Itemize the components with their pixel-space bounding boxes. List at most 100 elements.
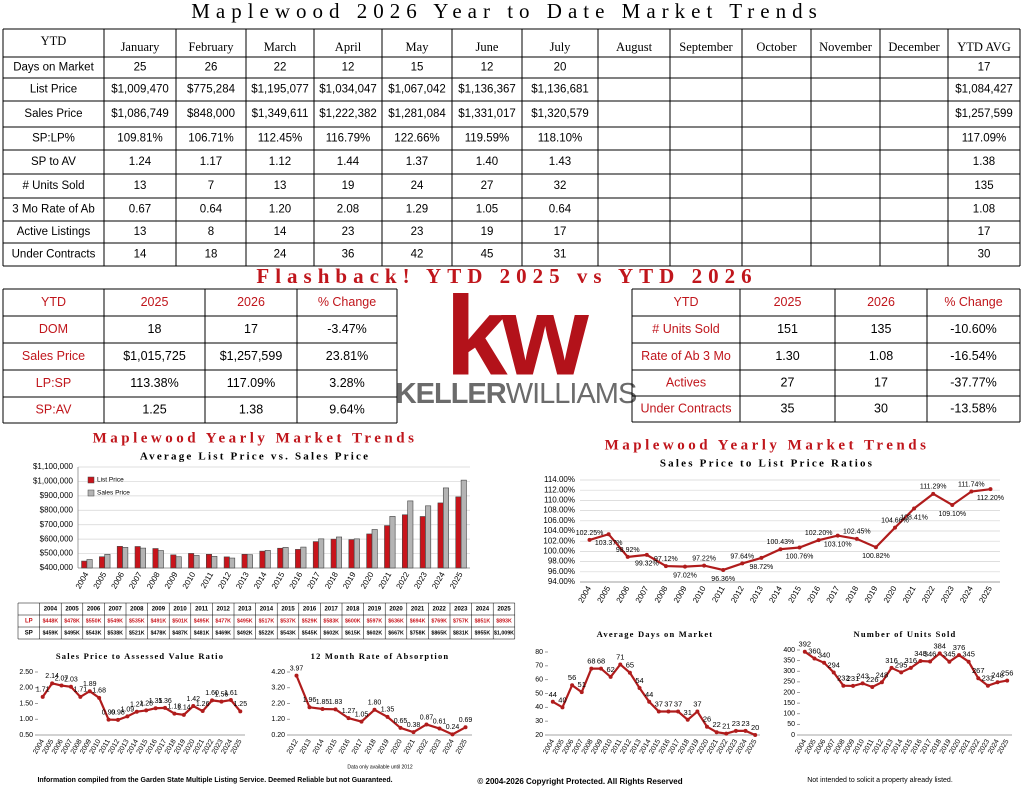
- chart: 12 Month Rate of Absorption Data only ava…: [271, 651, 472, 770]
- point: [937, 651, 942, 656]
- data-label: 248: [876, 670, 889, 679]
- y-tick-label: 60: [535, 677, 543, 684]
- x-tick-label: 2013: [748, 584, 765, 604]
- bar: [277, 547, 284, 569]
- cell: 116.79%: [326, 133, 371, 145]
- y-tick-label: 104.00%: [543, 526, 575, 535]
- row-label: Days on Market: [13, 62, 94, 74]
- table-value: $543K: [86, 630, 102, 636]
- chart-subtitle: Sales Price to List Price Ratios: [660, 458, 874, 470]
- cell: 1.17: [200, 156, 222, 168]
- x-tick-label: 2025: [448, 570, 465, 590]
- data-label: 0.61: [433, 718, 447, 725]
- cell: $1,320,579: [531, 108, 589, 120]
- bar: [193, 555, 200, 569]
- y-tick-label: 150: [783, 700, 795, 707]
- point: [307, 705, 312, 710]
- bar: [122, 547, 129, 569]
- table-year: 2021: [411, 607, 425, 613]
- table-value: $757K: [453, 618, 469, 624]
- data-label: 1.71: [36, 687, 50, 694]
- table-value: $550K: [86, 618, 102, 624]
- data-label: 392: [799, 640, 812, 649]
- row-label: Actives: [666, 375, 706, 389]
- point: [985, 683, 990, 688]
- data-label: 103.37%: [595, 540, 623, 547]
- point: [359, 719, 364, 724]
- cell: $1,281,084: [388, 108, 446, 120]
- cell: 0.64: [549, 204, 572, 216]
- logo: kw KELLERWILLIAMS: [396, 274, 638, 410]
- bar: [264, 550, 271, 569]
- cell: 0.64: [200, 204, 223, 216]
- data-label: 243: [856, 671, 869, 680]
- table-year: 2017: [325, 607, 339, 613]
- y-tick-label: 1.00: [19, 716, 33, 723]
- data-label: 1.83: [329, 699, 343, 706]
- point: [606, 532, 611, 537]
- data-label: 31: [684, 708, 692, 717]
- data-label: 108.41%: [900, 514, 928, 521]
- point: [627, 670, 632, 675]
- cell: $1,136,681: [531, 84, 589, 96]
- data-label: 0.87: [420, 714, 434, 721]
- row-label: Under Contracts: [12, 249, 96, 261]
- table-value: $893K: [496, 618, 512, 624]
- cell: 13: [274, 180, 287, 192]
- cell: $775,284: [187, 84, 236, 96]
- y-tick-label: 2.50: [19, 669, 33, 676]
- point: [153, 706, 158, 711]
- table-value: $491K: [151, 618, 167, 624]
- data-label: 1.56: [215, 691, 229, 698]
- cell: -10.60%: [950, 322, 997, 336]
- point: [822, 660, 827, 665]
- data-label: 96.36%: [711, 576, 735, 583]
- cell: 13: [134, 180, 147, 192]
- footer-center: © 2004-2026 Copyright Protected. All Rig…: [477, 777, 682, 786]
- point: [333, 707, 338, 712]
- cell: $1,009,470: [111, 84, 169, 96]
- row-label: SP:LP%: [32, 133, 75, 145]
- column-header: 2025: [141, 295, 169, 309]
- point: [893, 525, 897, 530]
- cell: $1,015,725: [123, 349, 186, 363]
- bar: [348, 539, 355, 569]
- bar: [104, 553, 111, 569]
- data-label: 71: [616, 652, 624, 661]
- bar: [229, 557, 236, 569]
- y-tick-label: $900,000: [40, 491, 74, 500]
- column-header: 2026: [867, 295, 895, 309]
- cell: 118.10%: [538, 133, 583, 145]
- data-label: 22: [712, 720, 720, 729]
- point: [966, 659, 971, 664]
- point: [724, 731, 729, 736]
- data-label: 1.36: [158, 698, 172, 705]
- data-label: 23: [732, 719, 740, 728]
- point: [87, 689, 92, 694]
- y-tick-label: 2.00: [19, 685, 33, 692]
- cell: 30: [874, 401, 888, 415]
- line: [295, 675, 467, 736]
- table-value: $597K: [367, 618, 383, 624]
- data-label: 1.80: [368, 700, 382, 707]
- x-tick-label: 2016: [288, 570, 305, 590]
- point: [851, 683, 855, 688]
- point: [797, 545, 802, 550]
- row-label: List Price: [30, 84, 77, 96]
- row-label: DOM: [39, 322, 68, 336]
- cell: 36: [342, 249, 355, 261]
- bar: [312, 541, 319, 569]
- x-tick-label: 2015: [270, 570, 287, 590]
- data-label: 1.89: [83, 681, 97, 688]
- cell: 3.28%: [329, 376, 364, 390]
- y-tick-label: 100.00%: [543, 547, 575, 556]
- point: [1005, 678, 1010, 683]
- y-tick-label: 50: [787, 721, 795, 728]
- data-label: 267: [972, 666, 985, 675]
- point: [618, 662, 623, 667]
- point: [385, 714, 390, 719]
- table-year: 2010: [173, 607, 187, 613]
- x-tick-label: 2007: [634, 584, 651, 604]
- data-label: 2.03: [64, 677, 78, 684]
